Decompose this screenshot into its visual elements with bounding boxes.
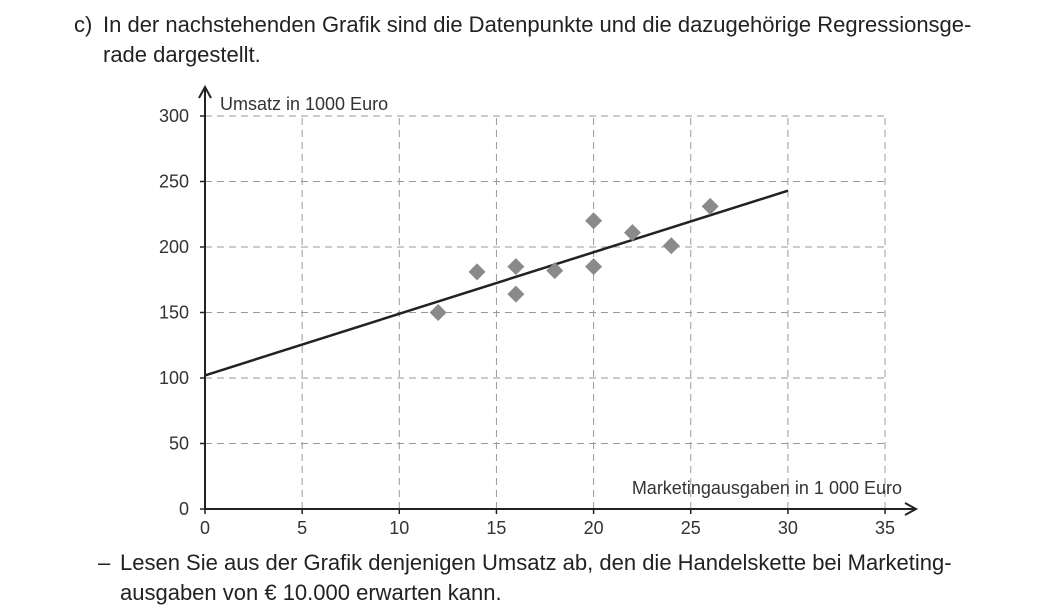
y-axis-label: Umsatz in 1000 Euro <box>220 94 388 114</box>
y-axis-arrow <box>198 84 212 99</box>
x-axis-arrow <box>904 502 919 516</box>
data-points <box>429 197 719 321</box>
y-tick-label: 0 <box>179 499 189 519</box>
data-point <box>623 224 641 242</box>
x-tick-label: 25 <box>681 518 701 538</box>
grid <box>205 115 886 509</box>
y-tick-label: 150 <box>159 303 189 323</box>
y-tick-label: 250 <box>159 172 189 192</box>
intro-text: In der nachstehenden Grafik sind die Dat… <box>103 10 1003 70</box>
x-tick-label: 10 <box>389 518 409 538</box>
task-line-1: Lesen Sie aus der Grafik denjenigen Umsa… <box>120 550 952 575</box>
y-tick-label: 100 <box>159 368 189 388</box>
regression-line <box>204 189 789 377</box>
regression-line-group <box>204 189 789 377</box>
data-point <box>585 258 603 276</box>
task-line-2: ausgaben von € 10.000 erwarten kann. <box>120 580 502 605</box>
x-tick-label: 35 <box>875 518 895 538</box>
axes <box>198 84 919 516</box>
tick-labels: 0 5 10 15 20 25 30 35 0 50 100 150 200 250 300 <box>159 106 895 538</box>
data-point <box>662 237 680 255</box>
x-tick-label: 0 <box>200 518 210 538</box>
data-point <box>507 285 525 303</box>
y-tick-label: 300 <box>159 106 189 126</box>
data-point <box>701 197 719 215</box>
intro-line-2: rade dargestellt. <box>103 42 261 67</box>
x-tick-label: 5 <box>297 518 307 538</box>
data-point <box>585 212 603 230</box>
y-tick-label: 200 <box>159 237 189 257</box>
data-point <box>546 262 564 280</box>
data-point <box>507 258 525 276</box>
y-tick-label: 50 <box>169 434 189 454</box>
intro-line-1: In der nachstehenden Grafik sind die Dat… <box>103 12 972 37</box>
task-text: Lesen Sie aus der Grafik denjenigen Umsa… <box>120 548 1000 608</box>
x-tick-label: 30 <box>778 518 798 538</box>
x-axis-label: Marketingausgaben in 1 000 Euro <box>632 478 902 498</box>
item-marker: c) <box>74 12 93 37</box>
x-tick-label: 20 <box>584 518 604 538</box>
x-tick-label: 15 <box>486 518 506 538</box>
task-dash: – <box>98 550 111 575</box>
data-point <box>429 304 447 321</box>
data-point <box>468 263 486 281</box>
